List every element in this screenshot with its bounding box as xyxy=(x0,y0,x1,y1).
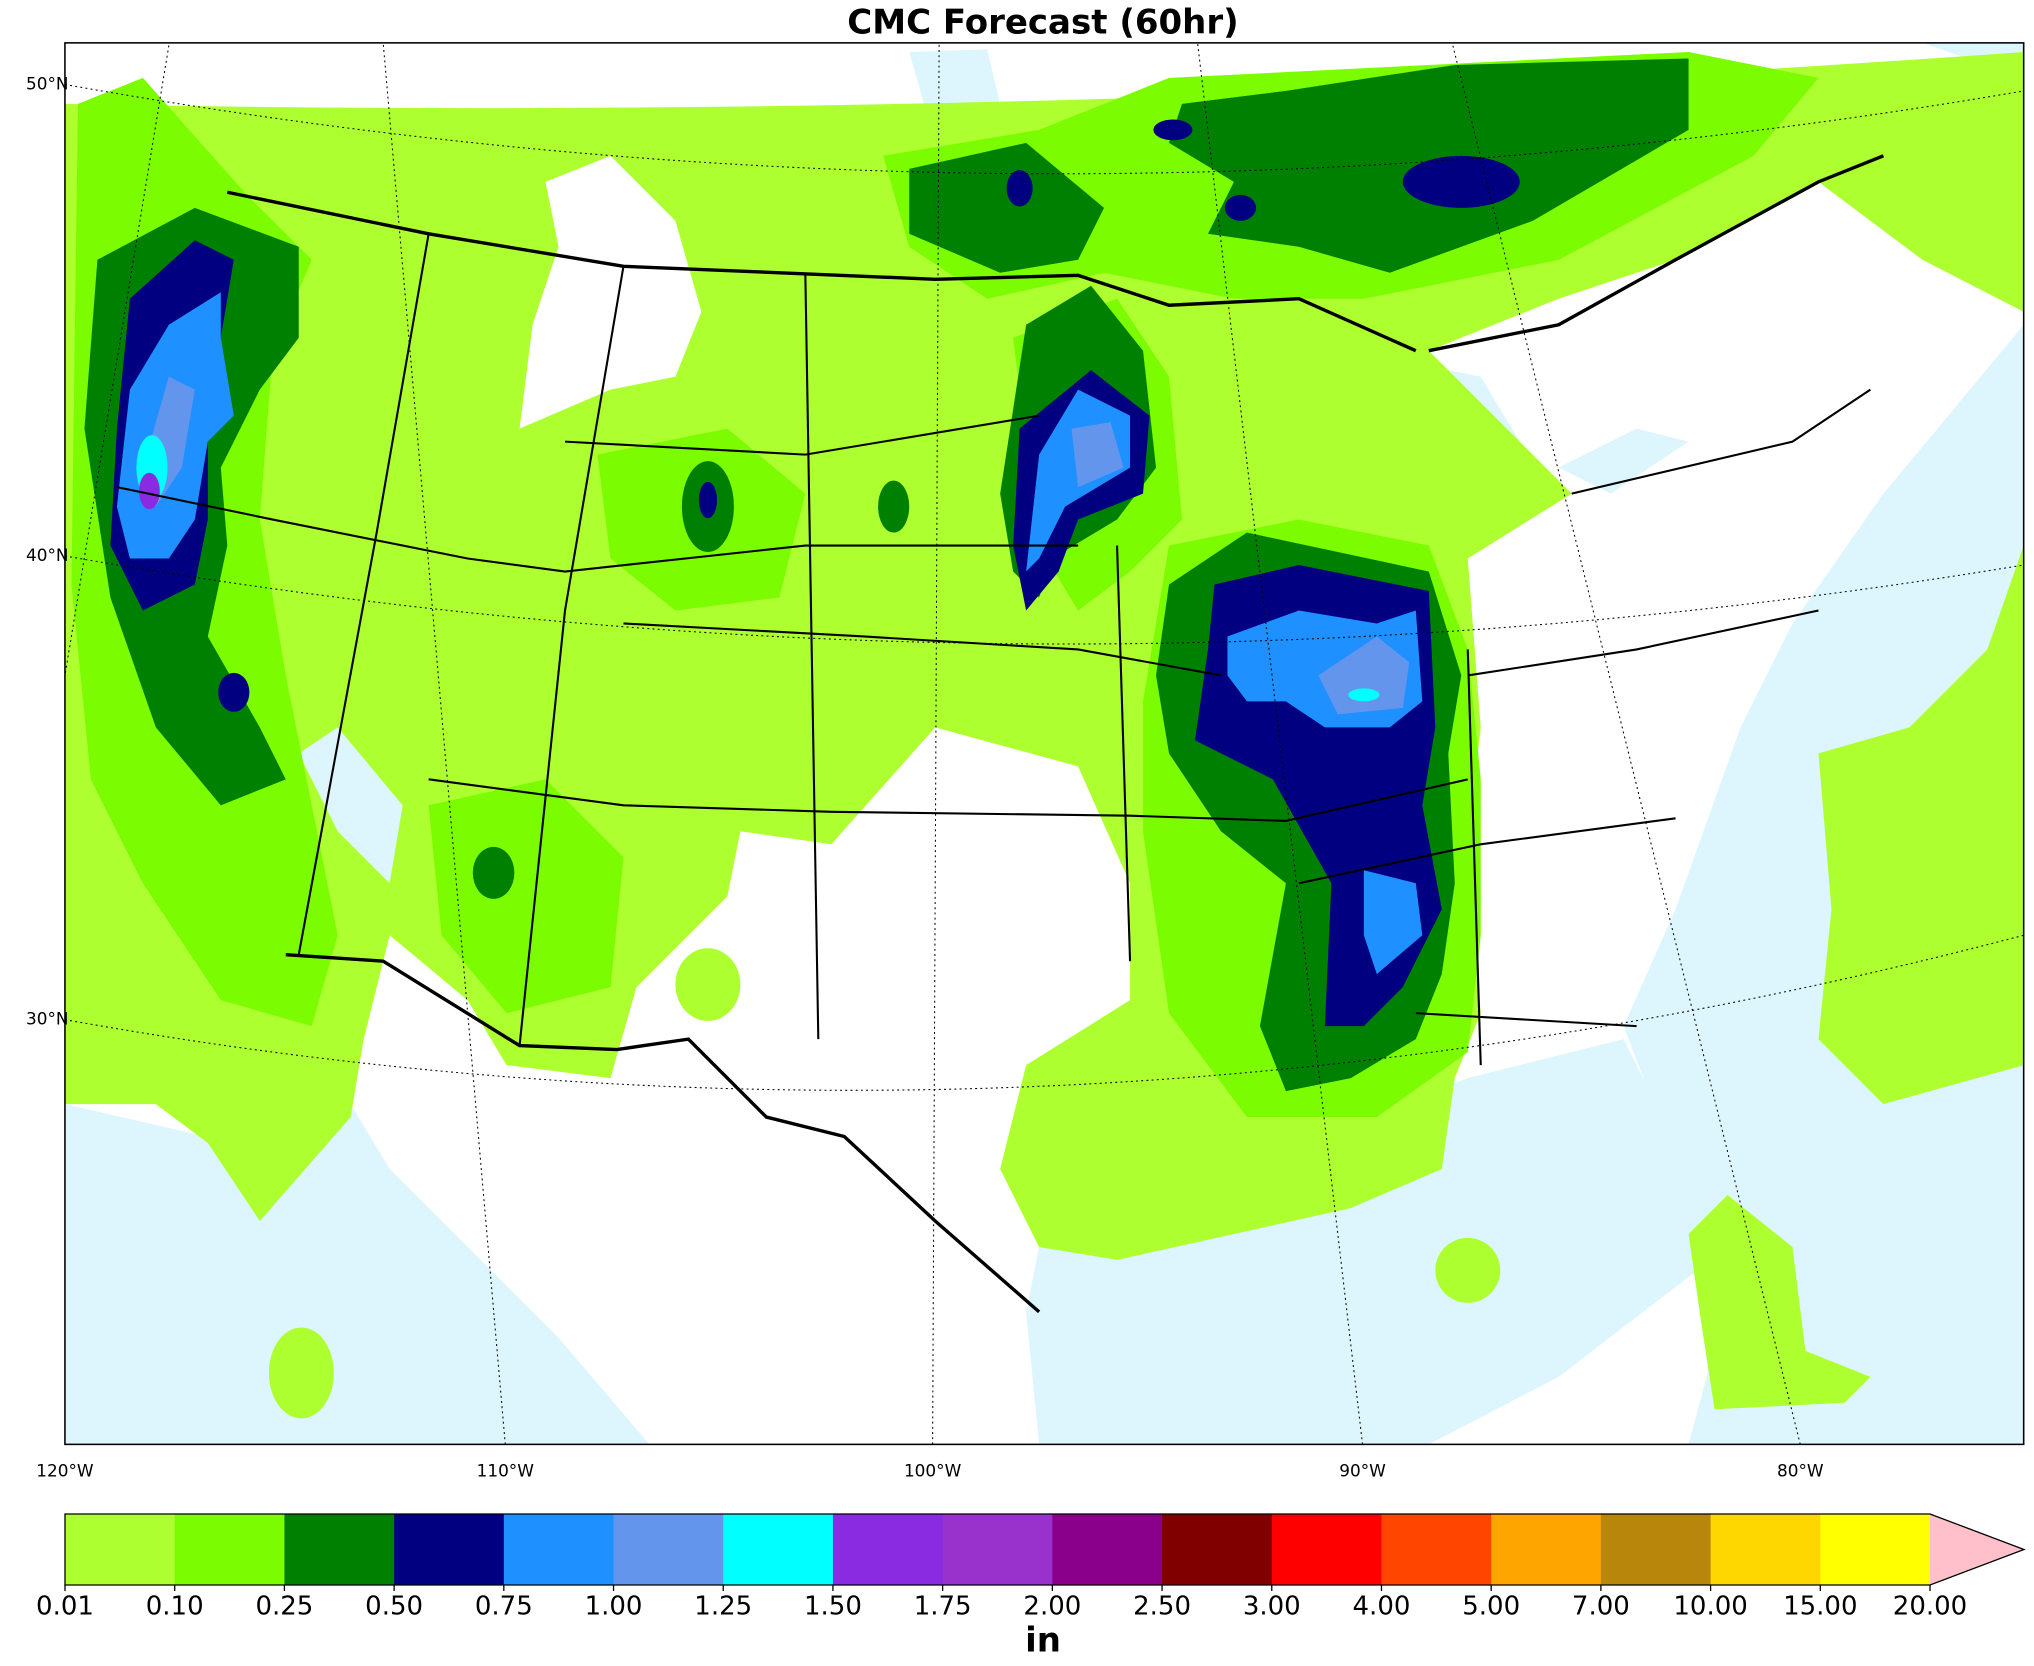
colorbar-segment xyxy=(1271,1514,1382,1585)
colorbar-tick-label: 2.00 xyxy=(1023,1592,1081,1622)
colorbar-tick-label: 15.00 xyxy=(1783,1592,1857,1622)
colorbar-tick-label: 0.01 xyxy=(36,1592,94,1622)
colorbar-tick-label: 5.00 xyxy=(1462,1592,1520,1622)
lat-label: 50°N xyxy=(26,73,69,93)
colorbar-segment xyxy=(1381,1514,1492,1585)
borders xyxy=(116,154,1885,1314)
colorbar-outline xyxy=(64,1513,2026,1586)
colorbar: 0.01 0.10 0.25 0.50 0.75 1.00 1.25 1.50 1.75 2.00… xyxy=(36,1513,2026,1622)
colorbar-tick-label: 0.25 xyxy=(255,1592,313,1622)
colorbar-tick-label: 10.00 xyxy=(1673,1592,1747,1622)
colorbar-tick-label: 3.00 xyxy=(1243,1592,1301,1622)
colorbar-segment xyxy=(1052,1514,1163,1585)
precipitation xyxy=(64,51,2024,1419)
lon-label: 90°W xyxy=(1339,1461,1386,1481)
lon-label: 100°W xyxy=(904,1461,962,1481)
map-title: CMC Forecast (60hr) xyxy=(847,3,1238,43)
colorbar-tick-label: 1.25 xyxy=(694,1592,752,1622)
colorbar-segment xyxy=(832,1514,944,1585)
colorbar-extend xyxy=(1930,1514,2024,1585)
colorbar-tick-label: 4.00 xyxy=(1353,1592,1411,1622)
lon-label: 110°W xyxy=(477,1461,535,1481)
colorbar-segment xyxy=(613,1514,724,1585)
lon-label: 120°W xyxy=(36,1461,94,1481)
colorbar-tick-label: 2.50 xyxy=(1133,1592,1191,1622)
ocean xyxy=(64,42,2024,1445)
colorbar-tick-label: 1.75 xyxy=(914,1592,972,1622)
colorbar-segment xyxy=(1710,1514,1821,1585)
colorbar-segment xyxy=(942,1514,1053,1585)
colorbar-segment xyxy=(284,1514,395,1585)
lon-label: 80°W xyxy=(1777,1461,1824,1481)
map: 50°N 40°N 30°N 120°W 110°W 100°W 90°W 80… xyxy=(26,42,2025,1481)
colorbar-segment xyxy=(394,1514,505,1585)
colorbar-segment xyxy=(1162,1514,1273,1585)
colorbar-segment xyxy=(503,1514,615,1585)
colorbar-segment xyxy=(1600,1514,1712,1585)
colorbar-tick-label: 0.10 xyxy=(146,1592,204,1622)
colorbar-segment xyxy=(1491,1514,1602,1585)
colorbar-tick-label: 1.50 xyxy=(804,1592,862,1622)
colorbar-tick-label: 0.75 xyxy=(475,1592,533,1622)
lat-label: 30°N xyxy=(26,1009,69,1029)
lat-label: 40°N xyxy=(26,545,69,565)
colorbar-segment xyxy=(174,1514,285,1585)
colorbar-label: in xyxy=(1025,1621,1061,1661)
colorbar-segment xyxy=(1820,1514,1931,1585)
colorbar-tick-label: 0.50 xyxy=(365,1592,423,1622)
colorbar-segment xyxy=(65,1514,176,1585)
colorbar-tick-label: 1.00 xyxy=(585,1592,643,1622)
colorbar-tick-label: 7.00 xyxy=(1572,1592,1630,1622)
graticule xyxy=(64,42,2024,1445)
colorbar-tick-label: 20.00 xyxy=(1893,1592,1967,1622)
colorbar-segment xyxy=(723,1514,834,1585)
map-frame xyxy=(64,42,2025,1446)
